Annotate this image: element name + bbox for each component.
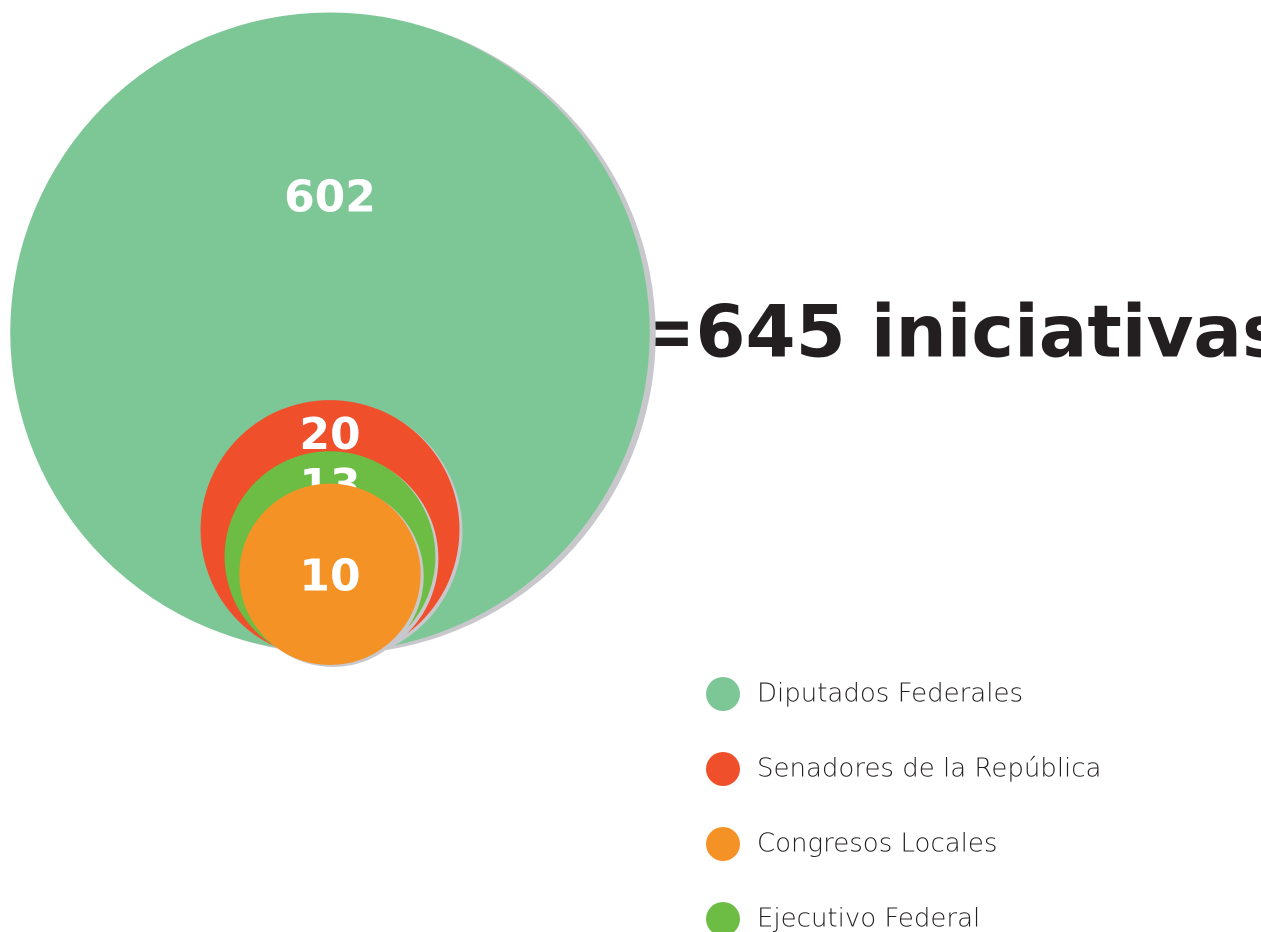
legend-label: Ejecutivo Federal: [757, 904, 980, 932]
bubble-label: 10: [299, 550, 360, 601]
bubble: [10, 12, 650, 652]
legend-label: Congresos Locales: [757, 829, 997, 859]
chart-title: =645 iniciativas: [635, 290, 1261, 374]
bubble: [239, 483, 421, 665]
legend-swatch: [706, 677, 740, 711]
legend-swatch: [706, 827, 740, 861]
legend-label: Diputados Federales: [757, 679, 1023, 709]
bubble-label: 602: [284, 172, 376, 223]
legend-label: Senadores de la República: [757, 754, 1102, 784]
legend-swatch: [706, 752, 740, 786]
legend-swatch: [706, 902, 740, 932]
